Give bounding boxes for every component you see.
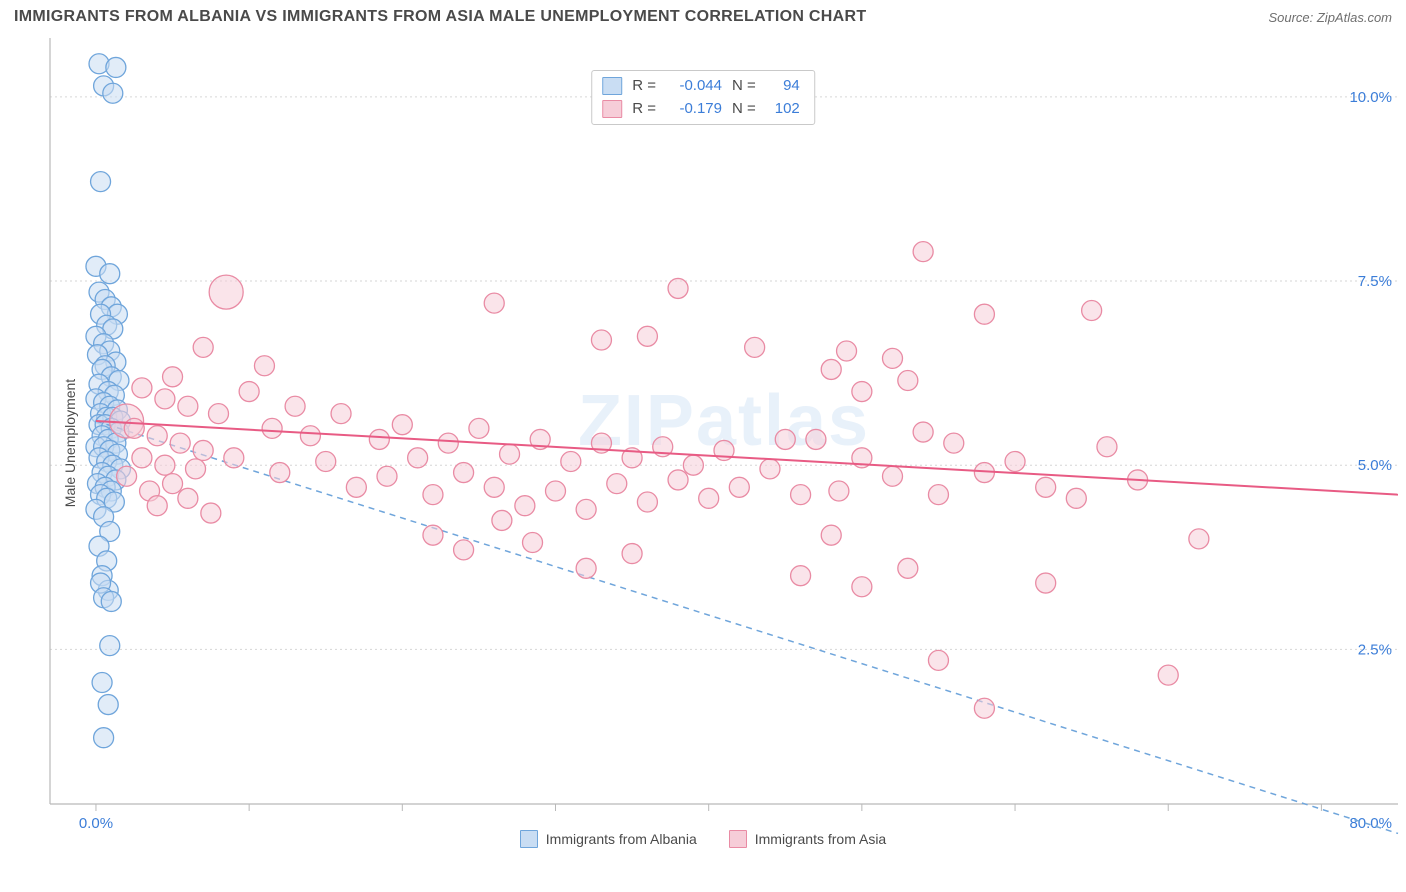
legend-item-albania: Immigrants from Albania	[520, 830, 697, 848]
stats-swatch-asia	[602, 100, 622, 118]
stats-row-asia: R = -0.179 N = 102	[602, 98, 800, 121]
legend-label-albania: Immigrants from Albania	[546, 831, 697, 847]
chart-title: IMMIGRANTS FROM ALBANIA VS IMMIGRANTS FR…	[14, 8, 866, 26]
n-label-0: N =	[732, 75, 756, 98]
chart-area: Male Unemployment 2.5%5.0%7.5%10.0%0.0%8…	[0, 32, 1406, 854]
r-label-1: R =	[632, 98, 656, 121]
r-label-0: R =	[632, 75, 656, 98]
n-value-1: 102	[766, 98, 800, 121]
stats-row-albania: R = -0.044 N = 94	[602, 75, 800, 98]
stats-swatch-albania	[602, 77, 622, 95]
legend-bottom: Immigrants from Albania Immigrants from …	[0, 824, 1406, 854]
stats-legend-box: R = -0.044 N = 94 R = -0.179 N = 102	[591, 70, 815, 125]
y-axis-label: Male Unemployment	[62, 379, 78, 507]
scatter-chart: 2.5%5.0%7.5%10.0%0.0%80.0%ZIPatlas	[0, 32, 1406, 854]
legend-swatch-albania	[520, 830, 538, 848]
svg-text:2.5%: 2.5%	[1358, 641, 1392, 658]
r-value-0: -0.044	[666, 75, 722, 98]
svg-text:5.0%: 5.0%	[1358, 457, 1392, 474]
legend-swatch-asia	[729, 830, 747, 848]
r-value-1: -0.179	[666, 98, 722, 121]
n-label-1: N =	[732, 98, 756, 121]
svg-text:7.5%: 7.5%	[1358, 273, 1392, 290]
legend-item-asia: Immigrants from Asia	[729, 830, 886, 848]
legend-label-asia: Immigrants from Asia	[755, 831, 886, 847]
source-label: Source: ZipAtlas.com	[1268, 10, 1392, 25]
svg-text:10.0%: 10.0%	[1349, 89, 1392, 106]
n-value-0: 94	[766, 75, 800, 98]
